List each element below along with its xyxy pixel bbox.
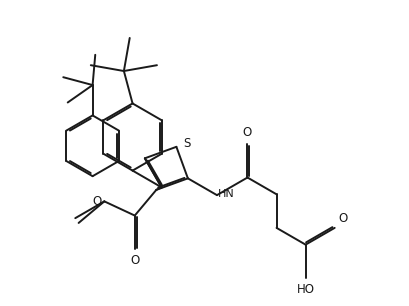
Text: O: O [243, 126, 252, 139]
Text: O: O [338, 212, 347, 225]
Text: HO: HO [297, 283, 315, 296]
Text: S: S [184, 137, 191, 150]
Text: O: O [130, 254, 139, 267]
Text: HN: HN [218, 188, 234, 199]
Text: O: O [92, 195, 101, 208]
